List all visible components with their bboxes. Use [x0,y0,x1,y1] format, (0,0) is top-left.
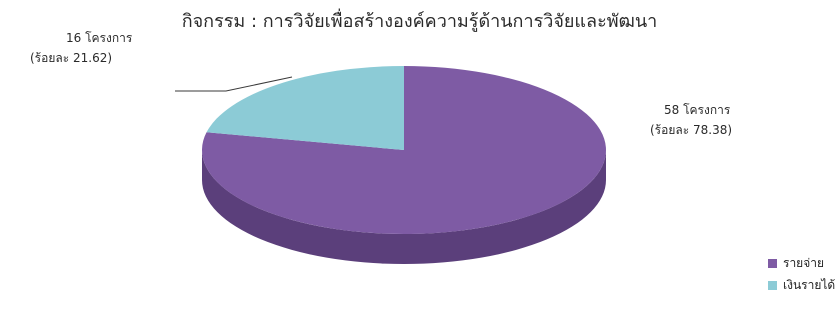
legend-label-income: เงินรายได้ [783,277,836,292]
legend-swatch-income [768,280,777,290]
pie-tops [202,66,606,235]
legend-label-expense: รายจ่าย [783,255,825,270]
pie-sides [202,150,606,264]
legend: รายจ่าย เงินรายได้ [768,252,835,296]
legend-item-expense: รายจ่าย [768,252,835,274]
slice-percent-expense: (ร้อยละ 78.38) [650,123,733,137]
chart-title: กิจกรรม : การวิจัยเพื่อสร้างองค์ความรู้ด… [181,11,658,32]
slice-count-expense: 58 โครงการ [664,103,731,117]
legend-item-income: เงินรายได้ [768,274,835,296]
pie-side-expense [202,150,606,264]
pie-slice-income [206,66,404,150]
slice-count-income: 16 โครงการ [66,31,133,45]
slice-label-income: 16 โครงการ (ร้อยละ 21.62) [30,28,180,68]
leader-line-income [175,76,293,92]
legend-swatch-expense [768,258,777,268]
slice-percent-income: (ร้อยละ 21.62) [30,51,113,65]
slice-label-expense: 58 โครงการ (ร้อยละ 78.38) [650,100,800,140]
